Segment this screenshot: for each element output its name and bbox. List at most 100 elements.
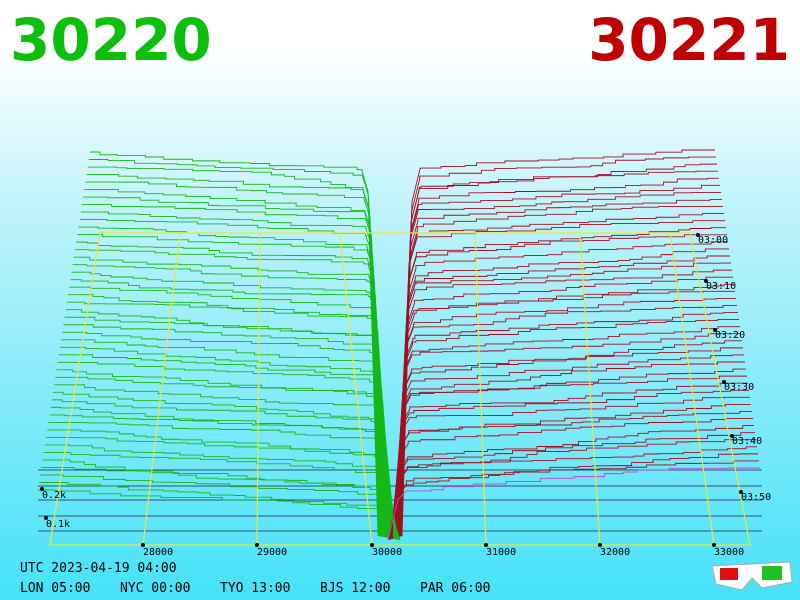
ask-line — [389, 425, 754, 540]
bid-line — [39, 482, 400, 541]
ask-line — [391, 368, 746, 539]
bid-line — [58, 354, 392, 539]
price-tick — [484, 543, 488, 547]
bid-line — [57, 361, 393, 539]
clock: TYO 13:00 — [220, 581, 290, 596]
price-label: 29000 — [257, 547, 287, 558]
utc-time: UTC 2023-04-19 04:00 — [20, 561, 177, 576]
time-label: 03:50 — [741, 492, 771, 503]
bid-line — [62, 331, 391, 539]
floor-grid — [49, 232, 751, 546]
bid-line — [55, 376, 394, 539]
ask-line — [398, 213, 724, 537]
depth-lines — [38, 149, 762, 541]
bid-line — [70, 279, 387, 538]
floor-outline — [49, 232, 751, 546]
price-label: 28000 — [143, 547, 173, 558]
ask-line — [390, 403, 751, 540]
bid-line — [50, 406, 396, 540]
time-tick — [739, 490, 743, 494]
bid-line — [56, 369, 393, 539]
price-gridline — [339, 232, 373, 546]
price-gridline — [142, 232, 181, 546]
ask-line — [399, 199, 722, 537]
bid-line — [73, 256, 386, 538]
ask-line — [396, 255, 730, 538]
clock: NYC 00:00 — [120, 581, 190, 596]
ask-line — [391, 375, 747, 539]
price-label: 30000 — [372, 547, 402, 558]
ask-line — [398, 227, 726, 537]
price-tick — [712, 543, 716, 547]
bid-line — [74, 249, 385, 538]
glasses-icon — [711, 561, 793, 591]
ask-line — [389, 432, 755, 540]
time-tick — [713, 328, 717, 332]
bid-line — [81, 204, 382, 537]
bid-line — [77, 234, 384, 537]
ask-line — [400, 177, 719, 537]
ask-line — [394, 319, 739, 539]
ask-line — [395, 290, 735, 538]
ask-line — [393, 333, 741, 539]
time-label: 03:20 — [715, 330, 745, 341]
depth-label: 0.1k — [46, 519, 70, 530]
bid-line — [80, 211, 383, 537]
time-label: 03:40 — [732, 436, 762, 447]
clock: LON 05:00 — [20, 581, 90, 596]
bid-line — [59, 346, 392, 539]
bid-line — [38, 489, 401, 541]
ask-line — [388, 439, 756, 540]
bid-line — [88, 159, 379, 537]
bid-line — [86, 174, 380, 537]
price-tick — [141, 543, 145, 547]
bid-line — [72, 264, 386, 538]
bid-line — [84, 189, 381, 537]
ask-line — [400, 170, 718, 537]
ask-line — [389, 418, 753, 540]
ask-line — [392, 347, 743, 539]
ask-line — [395, 276, 733, 538]
bid-line — [85, 181, 381, 537]
bid-line — [40, 474, 400, 540]
green-lens — [762, 566, 782, 580]
bid-line — [87, 166, 380, 537]
time-label: 03:00 — [698, 235, 728, 246]
ask-line — [396, 269, 732, 538]
bid-line — [79, 219, 383, 537]
time-label: 03:30 — [724, 382, 754, 393]
price-tick — [255, 543, 259, 547]
ask-line — [398, 220, 725, 537]
bid-line — [83, 196, 382, 537]
price-label: 32000 — [600, 547, 630, 558]
bid-price: 30220 — [10, 6, 212, 74]
ask-line — [401, 156, 716, 537]
time-tick — [704, 279, 708, 283]
ask-line — [395, 297, 736, 538]
ask-line — [392, 361, 745, 539]
bid-line — [44, 444, 398, 540]
bid-line — [47, 429, 397, 540]
depth-label: 0.2k — [42, 490, 66, 501]
bid-line — [68, 294, 388, 538]
bid-line — [49, 414, 396, 540]
bid-line — [53, 391, 395, 539]
clock: PAR 06:00 — [420, 581, 490, 596]
price-gridline — [256, 232, 261, 546]
ask-line — [394, 305, 737, 538]
ask-line — [391, 382, 748, 539]
bid-line — [78, 226, 384, 537]
bid-line — [69, 286, 388, 538]
bid-line — [66, 301, 389, 538]
time-label: 03:10 — [706, 281, 736, 292]
bid-line — [61, 339, 391, 539]
ask-line — [390, 411, 752, 540]
depth-tick — [44, 516, 48, 520]
ask-line — [397, 248, 729, 538]
time-tick — [722, 380, 726, 384]
time-tick — [730, 434, 734, 438]
ask-line — [399, 184, 720, 537]
ask-line — [401, 149, 715, 537]
